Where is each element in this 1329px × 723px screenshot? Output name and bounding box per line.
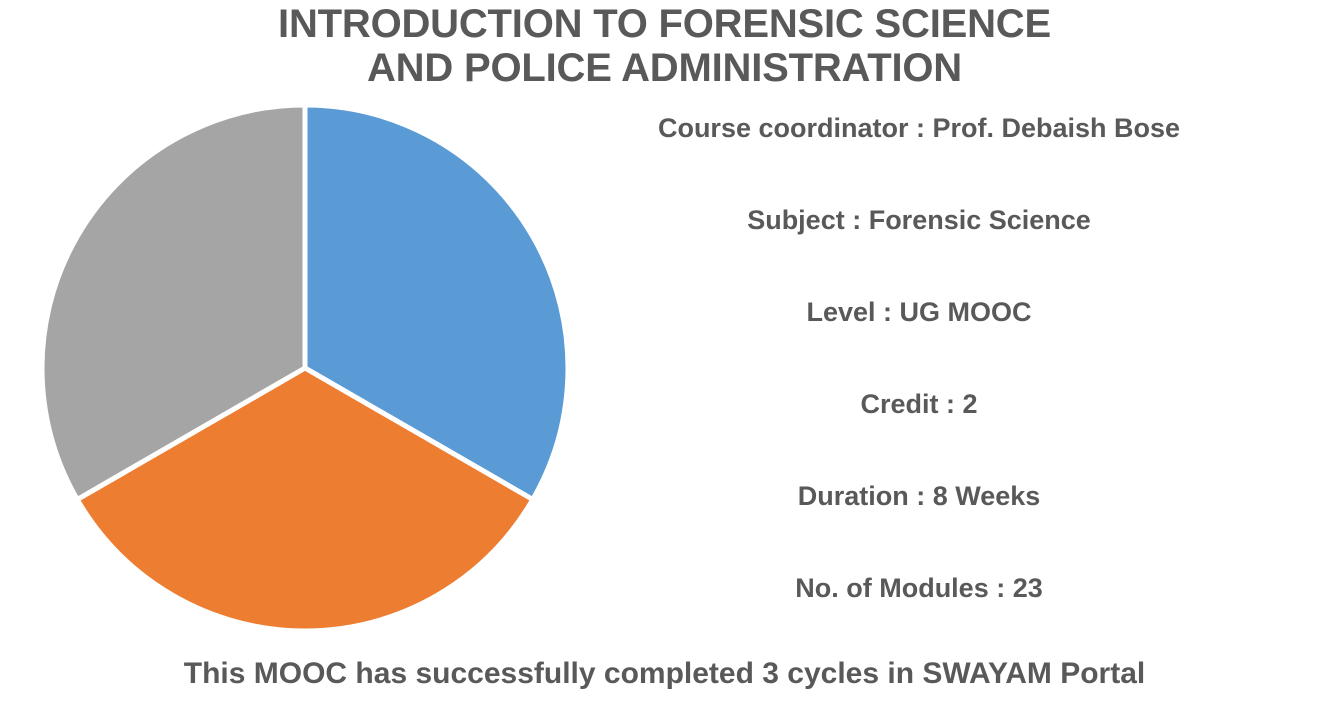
- info-line-modules: No. of Modules : 23: [795, 573, 1043, 603]
- pie-slice-gray: [39, 102, 308, 502]
- info-line-coordinator: Course coordinator : Prof. Debaish Bose: [657, 113, 1181, 143]
- footer-note: This MOOC has successfully completed 3 c…: [183, 657, 1146, 690]
- pie-slice-blue: [302, 102, 571, 502]
- pie-slice-orange: [74, 365, 536, 634]
- info-line-subject: Subject : Forensic Science: [747, 205, 1091, 235]
- page-title: INTRODUCTION TO FORENSIC SCIENCE AND POL…: [0, 2, 1329, 90]
- page-title-line-2: AND POLICE ADMINISTRATION: [367, 46, 962, 90]
- info-line-level: Level : UG MOOC: [806, 297, 1032, 327]
- pie-chart: [39, 102, 571, 634]
- course-info-list: Course coordinator : Prof. Debaish Bose …: [619, 110, 1219, 662]
- info-line-credit: Credit : 2: [860, 389, 978, 419]
- page-title-line-1: INTRODUCTION TO FORENSIC SCIENCE: [278, 2, 1051, 46]
- info-line-duration: Duration : 8 Weeks: [797, 481, 1041, 511]
